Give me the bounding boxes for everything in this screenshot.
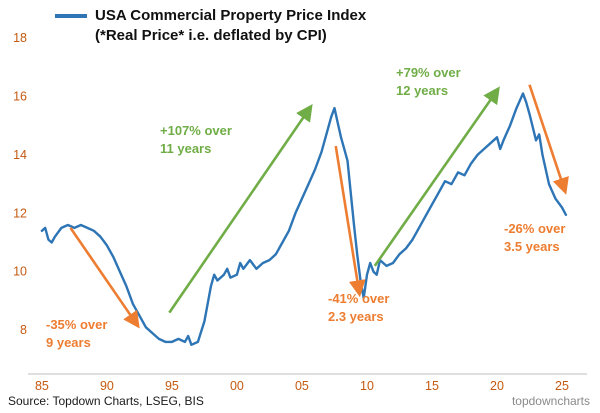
trend-arrow-orange <box>334 145 366 298</box>
price-line <box>40 92 568 346</box>
trend-arrow-green <box>168 103 313 314</box>
y-tick-label: 16 <box>13 89 27 103</box>
trend-arrow-orange <box>528 84 569 195</box>
x-tick-label: 00 <box>230 379 244 393</box>
y-tick-label: 10 <box>13 265 27 279</box>
y-tick-label: 18 <box>13 31 27 45</box>
x-tick-label: 25 <box>555 379 569 393</box>
x-tick-label: 15 <box>425 379 439 393</box>
source-note: Source: Topdown Charts, LSEG, BIS <box>8 394 204 408</box>
trend-arrow-green <box>373 86 500 267</box>
watermark: topdowncharts <box>511 394 590 408</box>
annotation-drop-41: -41% over 2.3 years <box>328 291 390 324</box>
chart-legend: USA Commercial Property Price Index (*Re… <box>55 6 366 45</box>
x-tick-label: 95 <box>165 379 179 393</box>
x-tick-label: 90 <box>100 379 114 393</box>
x-tick-label: 10 <box>360 379 374 393</box>
x-tick-label: 05 <box>295 379 309 393</box>
y-tick-label: 12 <box>13 206 27 220</box>
annotation-drop-35: -35% over 9 years <box>46 317 108 350</box>
y-tick-label: 8 <box>20 323 27 337</box>
annotation-gain-107: +107% over 11 years <box>160 123 232 156</box>
annotation-gain-79: +79% over 12 years <box>396 65 461 98</box>
y-tick-label: 14 <box>13 148 27 162</box>
annotation-drop-26: -26% over 3.5 years <box>504 221 566 254</box>
x-tick-label: 20 <box>490 379 504 393</box>
chart-title: USA Commercial Property Price Index (*Re… <box>95 7 367 44</box>
trend-arrow-orange <box>69 227 140 329</box>
legend-line-swatch <box>55 14 87 18</box>
x-tick-label: 85 <box>35 379 49 393</box>
